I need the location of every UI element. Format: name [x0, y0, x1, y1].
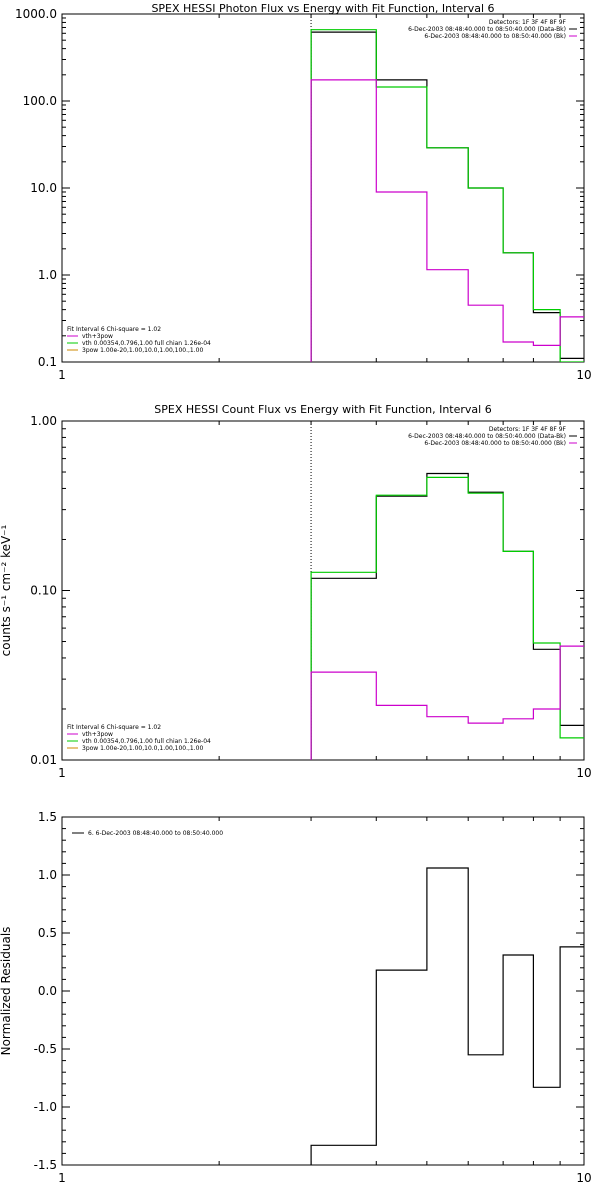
- photon-flux-plot-area: [310, 14, 584, 362]
- photon-flux-legend-bl-0: Fit Interval 6 Chi-square = 1.02: [67, 326, 161, 333]
- count-flux-xtick-label: 10: [576, 766, 591, 780]
- photon-flux-panel: SPEX HESSI Photon Flux vs Energy with Fi…: [15, 2, 592, 382]
- photon-flux-legend-tr-2: 6-Dec-2003 08:48:40.000 to 08:50:40.000 …: [424, 33, 566, 40]
- residuals-frame: [61, 816, 585, 1166]
- photon-flux-frame: [61, 13, 585, 363]
- photon-flux-ytick-label: 0.1: [38, 355, 57, 369]
- count-flux-legend-bl-3: 3pow 1.00e-20,1.00,10.0,1.00,100.,1.00: [82, 745, 203, 752]
- photon-flux-xtick-label: 10: [576, 368, 591, 382]
- count-flux-frame: [61, 420, 585, 761]
- residuals-plot-area: [310, 867, 584, 1165]
- photon-flux-legend-tr-0: Detectors: 1F 3F 4F 8F 9F: [489, 19, 567, 26]
- count-flux-legend-tr-1: 6-Dec-2003 08:48:40.000 to 08:50:40.000 …: [408, 433, 566, 440]
- photon-flux-series-0: [310, 31, 584, 362]
- residuals-ytick-label: -1.0: [34, 1100, 57, 1114]
- residuals-panel: -1.5 -1.0 -0.5 0.0 0.5 1.0 1.5 1 10 Normalized Re…: [0, 810, 592, 1185]
- count-flux-series-2: [310, 645, 584, 760]
- count-flux-ylabel: counts s⁻¹ cm⁻² keV⁻¹: [0, 524, 13, 656]
- count-flux-ytick-label: 0.10: [30, 584, 57, 598]
- count-flux-plot-area: [310, 421, 584, 760]
- count-flux-legend-tr-0: Detectors: 1F 3F 4F 8F 9F: [489, 426, 567, 433]
- photon-flux-xtick-label: 1: [58, 368, 66, 382]
- residuals-ylabel: Normalized Residuals: [0, 927, 13, 1056]
- photon-flux-series-1: [310, 29, 584, 362]
- residuals-ytick-label: 0.5: [38, 926, 57, 940]
- photon-flux-ytick-label: 1.0: [38, 268, 57, 282]
- count-flux-legend-tr-2: 6-Dec-2003 08:48:40.000 to 08:50:40.000 …: [424, 440, 566, 447]
- photon-flux-legend-bl-3: 3pow 1.00e-20,1.00,10.0,1.00,100.,1.00: [82, 347, 203, 354]
- residuals-xtick-label: 10: [576, 1171, 591, 1185]
- count-flux-ytick-label: 1.00: [30, 414, 57, 428]
- residuals-ytick-label: 1.5: [38, 810, 57, 824]
- count-flux-panel: SPEX HESSI Count Flux vs Energy with Fit…: [0, 403, 592, 780]
- residuals-ytick-label: -0.5: [34, 1042, 57, 1056]
- count-flux-series-1: [310, 476, 584, 760]
- count-flux-legend-bl-2: vth 0.00354,0.796,1.00 full chian 1.26e-…: [82, 738, 211, 745]
- photon-flux-ytick-label: 10.0: [30, 181, 57, 195]
- residuals-xtick-label: 1: [58, 1171, 66, 1185]
- count-flux-legend-bl-1: vth+3pow: [82, 731, 113, 738]
- photon-flux-title: SPEX HESSI Photon Flux vs Energy with Fi…: [151, 2, 494, 15]
- residuals-ytick-label: -1.5: [34, 1158, 57, 1172]
- residuals-legend-tl-0: 6. 6-Dec-2003 08:48:40.000 to 08:50:40.0…: [88, 830, 223, 837]
- residuals-series-0: [310, 867, 584, 1165]
- photon-flux-ytick-label: 100.0: [23, 94, 57, 108]
- residuals-ytick-label: 0.0: [38, 984, 57, 998]
- count-flux-legend-bl-0: Fit Interval 6 Chi-square = 1.02: [67, 724, 161, 731]
- photon-flux-ytick-label: 1000.0: [15, 7, 57, 21]
- count-flux-title: SPEX HESSI Count Flux vs Energy with Fit…: [154, 403, 491, 416]
- count-flux-xtick-label: 1: [58, 766, 66, 780]
- photon-flux-legend-bl-1: vth+3pow: [82, 333, 113, 340]
- photon-flux-series-2: [310, 79, 584, 362]
- photon-flux-legend-bl-2: vth 0.00354,0.796,1.00 full chian 1.26e-…: [82, 340, 211, 347]
- photon-flux-legend-tr-1: 6-Dec-2003 08:48:40.000 to 08:50:40.000 …: [408, 26, 566, 33]
- residuals-ytick-label: 1.0: [38, 868, 57, 882]
- count-flux-ytick-label: 0.01: [30, 753, 57, 767]
